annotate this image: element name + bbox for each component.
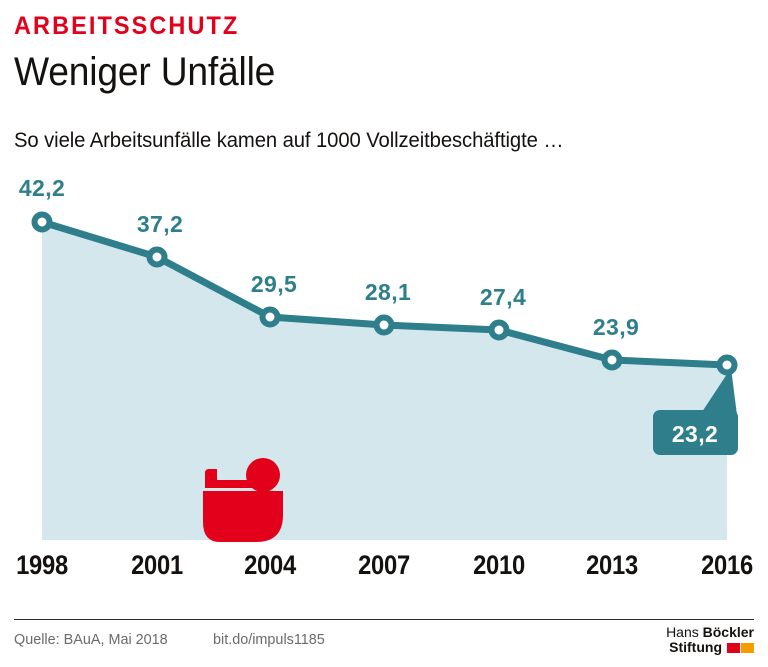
logo-stiftung-text: Stiftung [669, 639, 722, 656]
data-point-marker[interactable] [146, 246, 168, 268]
page-title: Weniger Unfälle [14, 50, 276, 94]
area-fill [42, 222, 727, 540]
chart-svg: 23,2 42,2 37,2 29,5 28,1 27,4 23,9 [19, 175, 738, 542]
data-point-marker[interactable] [601, 349, 623, 371]
callout-box [653, 410, 738, 455]
logo-line-one: Hans Böckler [666, 624, 754, 640]
x-axis-tick: 2004 [244, 550, 296, 580]
callout-value: 23,2 [672, 421, 718, 447]
hans-boeckler-stiftung-logo: Hans Böckler Stiftung [666, 624, 754, 656]
logo-bars-icon [727, 642, 754, 653]
footer-divider [14, 619, 754, 620]
kicker-label: ARBEITSSCHUTZ [14, 12, 240, 40]
x-axis-tick: 2010 [473, 550, 525, 580]
logo-hans-text: Hans [666, 624, 703, 640]
source-note: Quelle: BAuA, Mai 2018 [14, 631, 168, 648]
x-axis-tick: 1998 [16, 550, 68, 580]
data-point-marker[interactable] [31, 211, 53, 233]
logo-boeckler-text: Böckler [702, 624, 754, 640]
data-point-marker[interactable] [716, 354, 738, 376]
data-point-marker[interactable] [373, 314, 395, 336]
data-label: 27,4 [480, 284, 526, 310]
x-axis-tick: 2013 [586, 550, 638, 580]
data-label: 29,5 [251, 271, 297, 297]
data-point-markers [31, 211, 738, 376]
data-point-marker[interactable] [488, 319, 510, 341]
logo-bar-red [727, 642, 740, 653]
page-subtitle: So viele Arbeitsunfälle kamen auf 1000 V… [14, 129, 564, 152]
x-axis-tick: 2001 [131, 550, 183, 580]
logo-line-two: Stiftung [666, 639, 754, 656]
data-label: 42,2 [19, 175, 65, 201]
data-label: 37,2 [137, 211, 183, 237]
logo-bar-orange [741, 642, 754, 653]
x-axis-tick: 2016 [701, 550, 753, 580]
x-axis-tick: 2007 [358, 550, 410, 580]
short-link[interactable]: bit.do/impuls1185 [213, 631, 325, 648]
data-label: 28,1 [365, 279, 411, 305]
callout-pointer [700, 368, 737, 415]
x-axis: 1998 2001 2004 2007 2010 2013 2016 [0, 552, 768, 586]
stretcher-icon [203, 458, 283, 542]
data-point-marker[interactable] [259, 306, 281, 328]
line-chart: 23,2 42,2 37,2 29,5 28,1 27,4 23,9 [0, 170, 768, 545]
data-label: 23,9 [593, 314, 639, 340]
pictogram-group [203, 458, 283, 542]
